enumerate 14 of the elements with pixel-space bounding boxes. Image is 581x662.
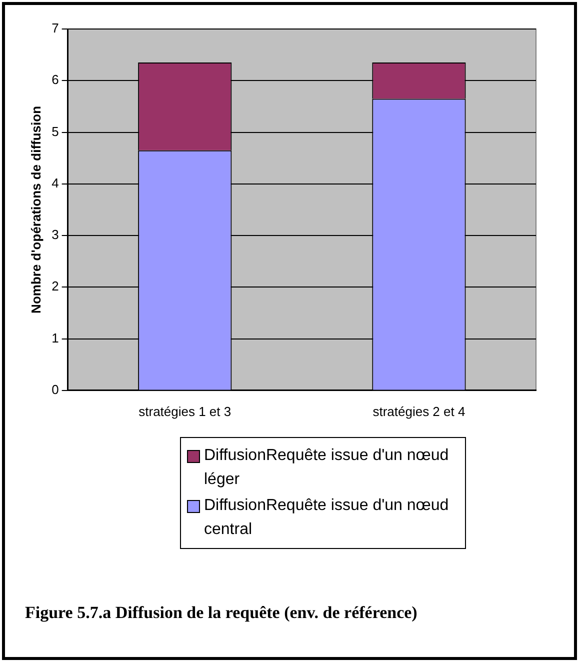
y-tick-label: 5: [52, 124, 59, 139]
y-tick-label: 3: [52, 227, 59, 242]
legend-label: DiffusionRequête issue d'un nœud central: [204, 496, 450, 540]
x-tick-label: stratégies 1 et 3: [138, 404, 232, 419]
text: Figure 5.7.a Diffusion de la requête (env. de référence): [25, 602, 418, 624]
y-tick-label: 2: [52, 278, 59, 294]
x-tick-label: stratégies 2 et 4: [372, 404, 466, 419]
y-tick-label: 4: [52, 175, 59, 190]
legend-label: DiffusionRequête issue d'un nœud léger: [204, 446, 450, 490]
y-axis-title: Nombre d'opérations de diffusion: [28, 106, 44, 314]
y-tick-label: 6: [52, 72, 59, 88]
y-tick-label: 1: [52, 330, 59, 346]
y-tick-label: 7: [52, 20, 59, 36]
y-tick-label: 0: [52, 382, 59, 397]
